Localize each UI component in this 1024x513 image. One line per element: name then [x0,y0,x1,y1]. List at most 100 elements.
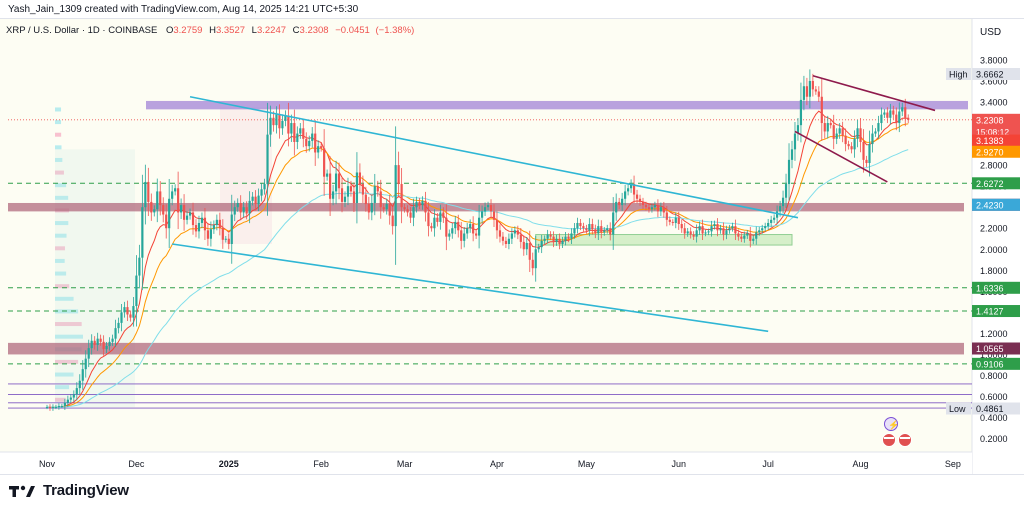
candle-body [799,99,803,126]
candle-body [326,173,329,177]
candle-body [150,201,153,213]
candle-body [245,207,248,214]
candle-body [153,209,156,213]
volume-profile-bar [55,107,62,112]
ohlc-close: 3.2308 [300,25,329,36]
trendline-flag-upper [812,74,936,112]
candle-body [770,219,773,223]
price-tag-label: 3.1383 [976,136,1004,146]
time-tick-label: Nov [39,459,56,469]
candle-body [114,328,117,339]
candle-body [287,115,290,134]
candle-body [281,120,284,129]
candle-body [78,380,81,389]
candle-body [686,231,689,234]
volume-profile-bar [55,221,69,226]
candle-body [588,224,591,231]
candle-body [299,128,302,134]
us-flag-event-icon[interactable] [898,433,912,447]
volume-profile-bar [55,284,70,289]
candle-body [272,117,275,126]
candle-body [558,238,561,244]
tradingview-brand[interactable]: TradingView [9,482,129,499]
candle-body [889,110,892,118]
candle-body [418,201,421,206]
candle-body [901,107,904,112]
candle-body [659,207,662,212]
candle-body [624,191,627,199]
candle-body [835,133,838,139]
candle-body [370,202,373,213]
price-zone-resistance [146,100,968,110]
candle-body [191,212,195,226]
candle-body [105,346,108,350]
us-flag-event-icon[interactable] [882,433,896,447]
candle-body [346,186,350,197]
candle-body [361,184,364,195]
candle-body [904,107,907,118]
candle-body [778,206,782,212]
candle-body [221,228,224,240]
candle-body [758,230,761,233]
time-axis[interactable]: Nov Dec 2025 Feb Mar Apr May Jun Jul Aug Sep [39,459,961,469]
candle-body [138,257,141,276]
candle-body [752,238,755,241]
candle-body [159,191,162,206]
candle-body [305,138,308,147]
chart-legend[interactable]: XRP / U.S. Dollar · 1D · COINBASE O3.275… [6,25,414,36]
price-tag-ema-slow [972,198,1020,211]
ema-slow-line [46,149,909,408]
candle-body [480,211,484,218]
candle-body [385,204,388,210]
candle-body [609,228,612,235]
price-tag-high [972,68,1020,81]
candle-body [561,240,564,244]
price-caption-bg [946,68,971,81]
candle-body [197,222,201,232]
price-chart[interactable]: 3.80003.60003.40003.20003.00002.80002.60… [0,19,1024,474]
last-price-tag-label: 3.2308 [976,115,1004,125]
price-tick-label: 2.0000 [980,245,1008,255]
candle-body [823,123,826,132]
price-tag-ema-fast [972,134,1020,147]
candle-body [647,207,651,210]
volume-profile-bar [55,195,69,200]
candle-body [704,232,707,234]
chart-area[interactable]: 3.80003.60003.40003.20003.00002.80002.60… [0,18,1024,475]
candle-body [269,117,272,135]
candle-body [811,80,814,90]
candle-body [814,89,817,92]
candle-body [725,230,728,235]
candle-body [206,230,210,239]
candle-body [773,217,776,220]
candle-body [662,207,665,213]
candle-body [501,236,505,241]
candle-body [817,91,820,97]
candle-body [391,215,394,227]
volume-profile-bar [55,322,82,327]
candle-body [582,226,585,229]
candle-body [302,128,305,139]
volume-profile-bar [55,385,70,390]
brand-name: TradingView [42,482,129,499]
candle-body [296,133,299,142]
levels-layer [8,119,972,409]
candle-body [528,242,531,260]
time-scale-bg [0,452,972,474]
candle-body [308,140,311,147]
candle-body [567,236,570,239]
candle-body [185,215,189,220]
candle-body [171,191,174,199]
candle-body [549,234,552,237]
candle-body [826,123,829,132]
volume-profile-bar [55,157,63,162]
news-icons[interactable]: ⚡ [882,417,912,447]
candle-body [540,240,543,248]
candle-body [242,207,245,213]
candle-body [355,172,359,203]
candle-body [460,230,463,241]
lightning-event-icon[interactable] [884,417,898,431]
candle-body [317,146,320,153]
candle-body [156,191,159,210]
candle-body [475,233,478,236]
